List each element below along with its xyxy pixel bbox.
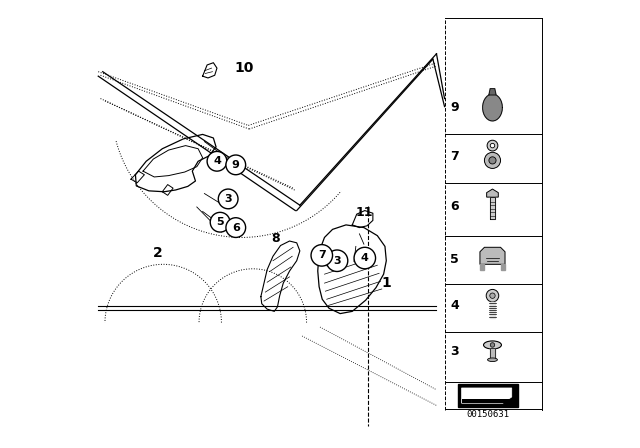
Text: 3: 3 — [225, 194, 232, 204]
Circle shape — [218, 189, 238, 209]
Polygon shape — [483, 94, 502, 121]
Circle shape — [487, 140, 498, 151]
Circle shape — [210, 212, 230, 232]
Polygon shape — [500, 264, 505, 270]
Text: 6: 6 — [450, 199, 459, 213]
Text: 3: 3 — [450, 345, 459, 358]
Circle shape — [226, 155, 246, 175]
Polygon shape — [480, 247, 505, 264]
Text: 4: 4 — [361, 253, 369, 263]
Circle shape — [354, 247, 376, 269]
Polygon shape — [490, 348, 495, 360]
Text: 3: 3 — [333, 256, 341, 266]
Circle shape — [486, 289, 499, 302]
Text: 9: 9 — [232, 160, 240, 170]
Text: 10: 10 — [234, 61, 253, 75]
Circle shape — [226, 218, 246, 237]
Text: 1: 1 — [381, 276, 391, 290]
Text: 5: 5 — [450, 253, 459, 267]
Circle shape — [484, 152, 500, 168]
Circle shape — [207, 151, 227, 171]
Bar — [461, 399, 512, 403]
Circle shape — [489, 157, 496, 164]
Bar — [458, 384, 518, 407]
Polygon shape — [489, 89, 496, 95]
Polygon shape — [490, 197, 495, 219]
Ellipse shape — [484, 341, 502, 349]
Circle shape — [490, 143, 495, 148]
Text: 4: 4 — [450, 299, 459, 312]
Text: 7: 7 — [318, 250, 326, 260]
Text: 6: 6 — [232, 223, 240, 233]
Circle shape — [326, 250, 348, 271]
Text: 00150631: 00150631 — [467, 410, 509, 419]
Text: 2: 2 — [153, 246, 163, 260]
Circle shape — [490, 343, 495, 347]
Polygon shape — [480, 264, 484, 270]
Polygon shape — [461, 388, 512, 403]
Text: 8: 8 — [271, 232, 280, 245]
Polygon shape — [490, 302, 495, 318]
Text: 9: 9 — [450, 101, 459, 114]
Text: 4: 4 — [213, 156, 221, 166]
Circle shape — [490, 293, 495, 298]
Ellipse shape — [488, 358, 497, 362]
Text: 5: 5 — [216, 217, 224, 227]
Text: 7: 7 — [450, 150, 459, 164]
Circle shape — [311, 245, 333, 266]
Polygon shape — [486, 189, 499, 197]
Text: 11: 11 — [356, 206, 374, 219]
